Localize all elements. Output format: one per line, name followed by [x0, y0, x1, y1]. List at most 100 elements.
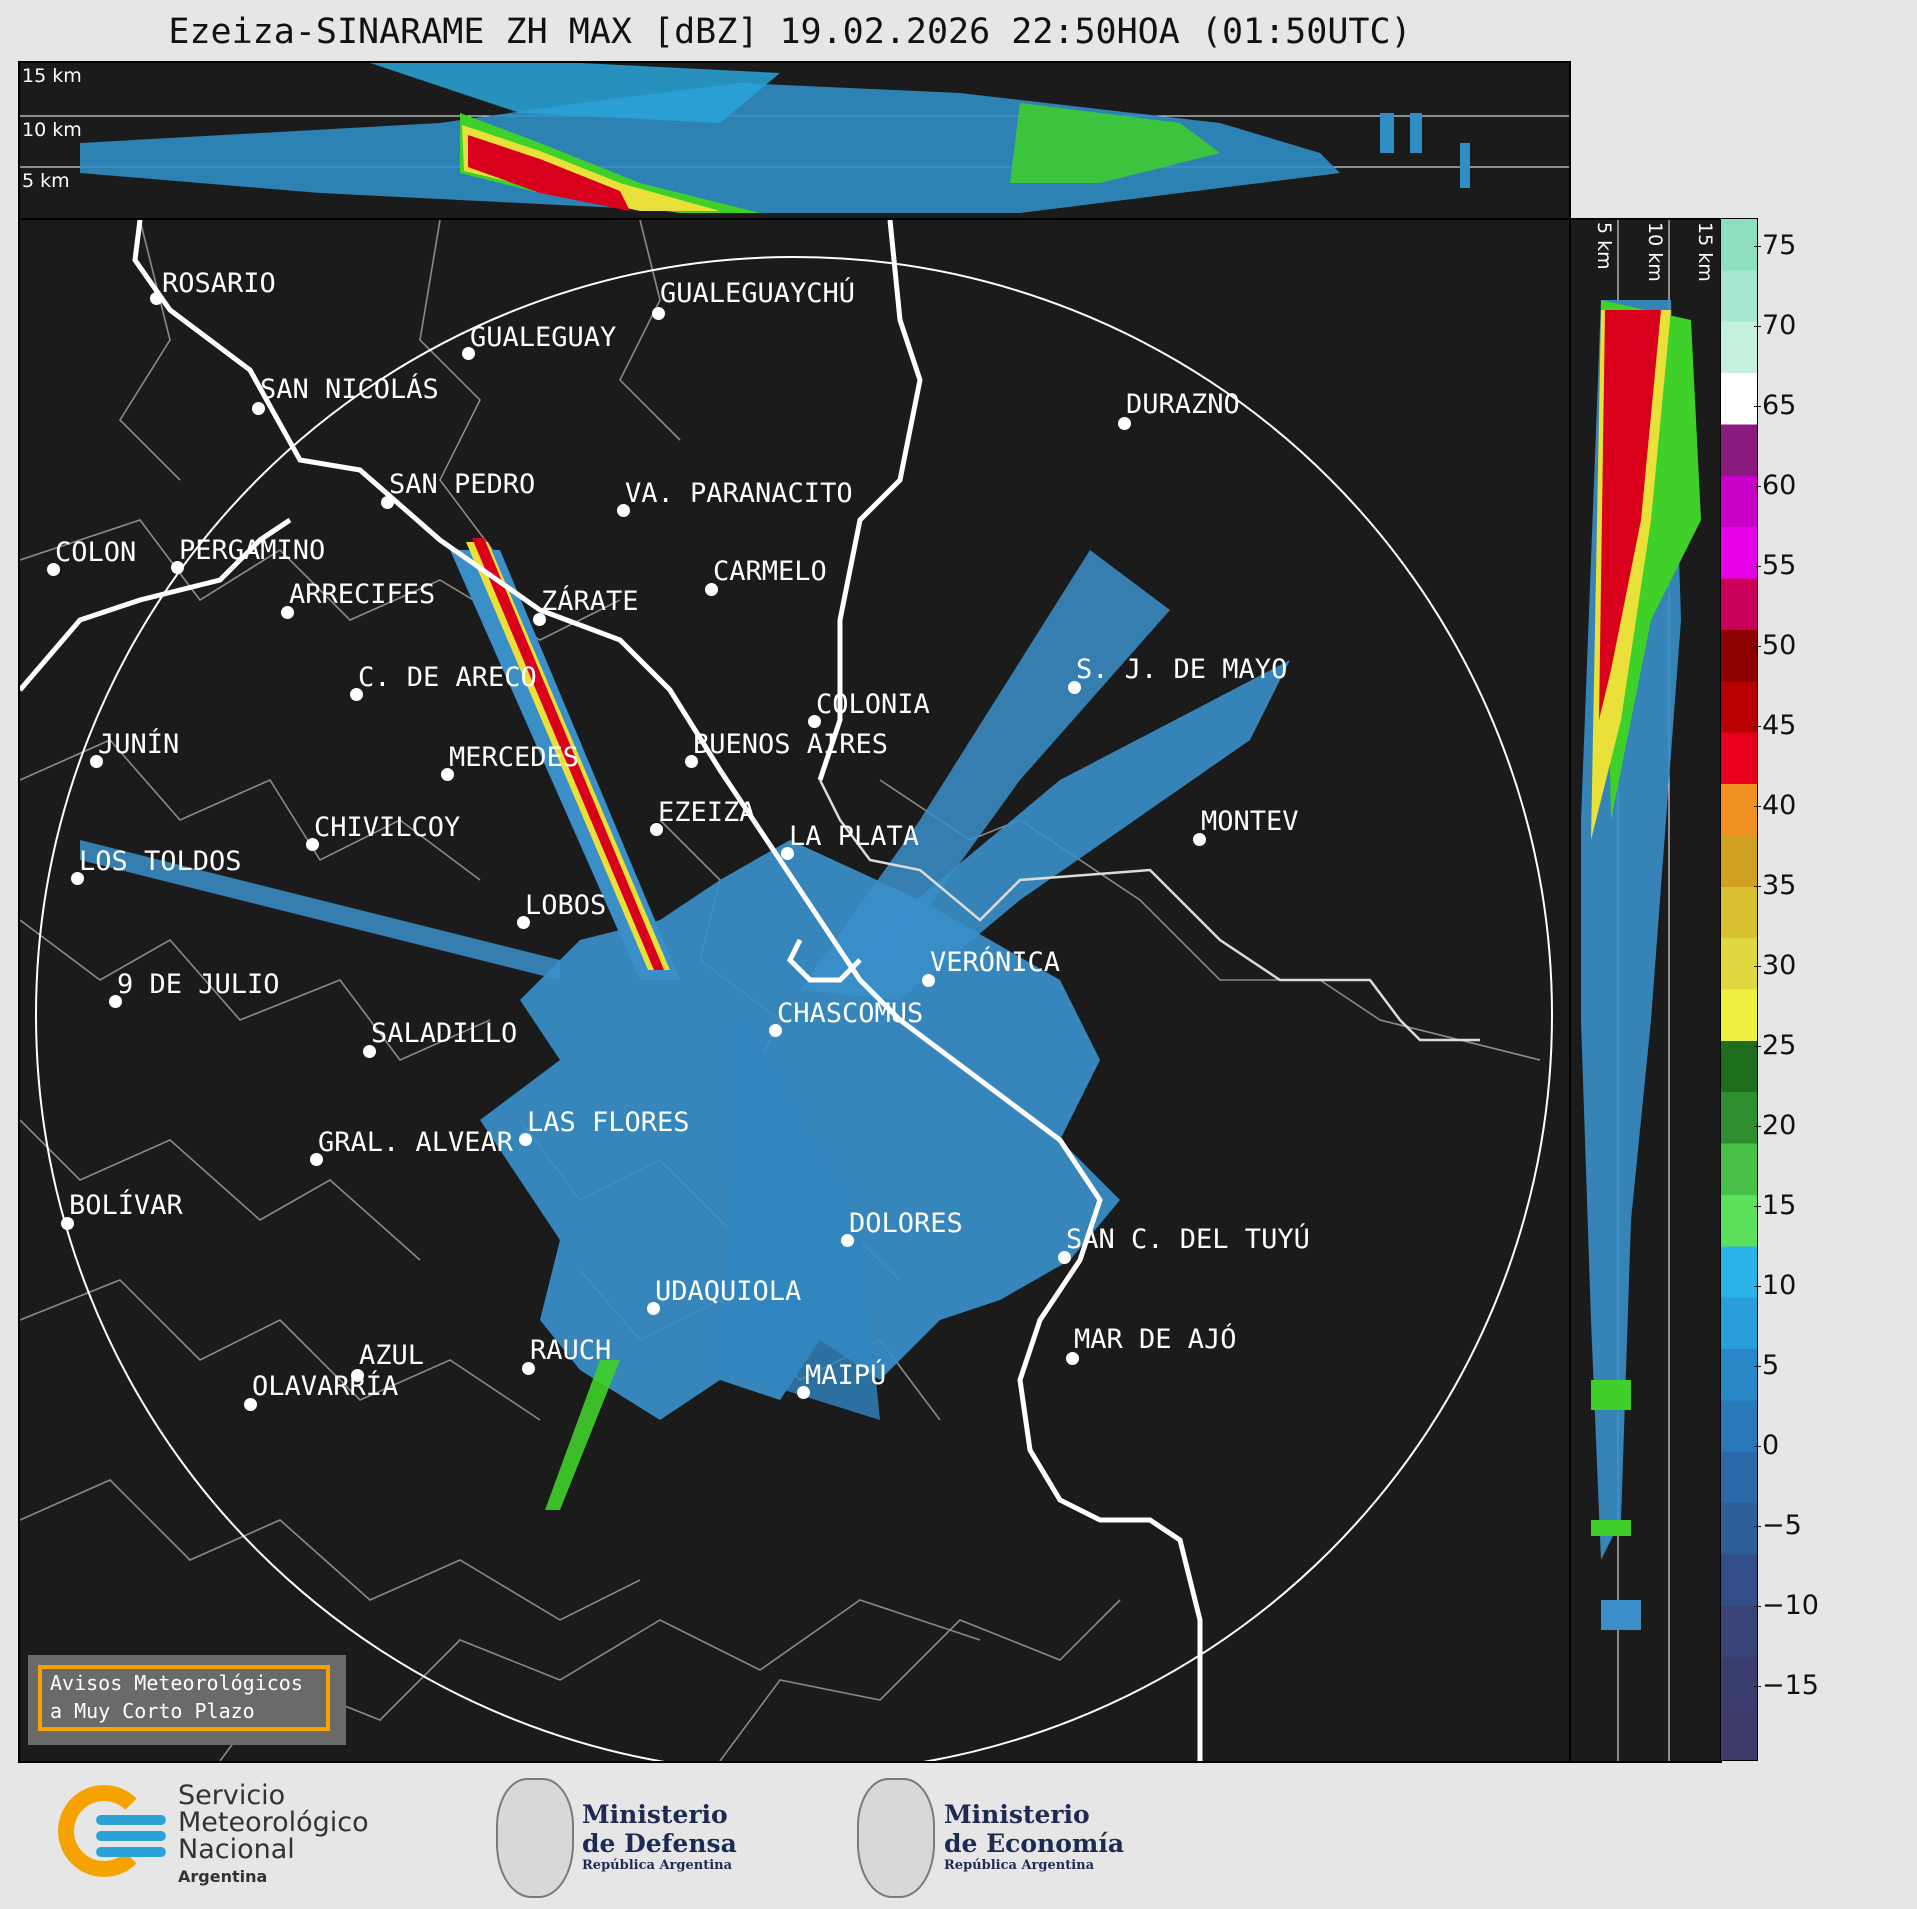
city-label: LA PLATA: [789, 821, 920, 852]
economia-name: Ministerio de Economía República Argenti…: [944, 1800, 1125, 1873]
city-marker: [522, 1362, 535, 1375]
colorbar-tick-label: 25: [1753, 1030, 1797, 1061]
city-label: MERCEDES: [449, 742, 580, 773]
dbz-colorbar: [1720, 218, 1758, 1761]
colorbar-tick-label: −10: [1754, 1590, 1819, 1621]
avisos-line-1: Avisos Meteorológicos: [50, 1671, 303, 1695]
city-label: DOLORES: [849, 1208, 963, 1239]
colorbar-tick-label: 35: [1753, 870, 1797, 901]
city-marker: [1068, 681, 1081, 694]
chart-title: Ezeiza-SINARAME ZH MAX [dBZ] 19.02.2026 …: [168, 12, 1412, 52]
city-label: EZEIZA: [658, 797, 756, 828]
city-label: LAS FLORES: [527, 1107, 690, 1138]
avisos-line-2: a Muy Corto Plazo: [50, 1699, 255, 1723]
economia-coat-of-arms-icon: [857, 1778, 935, 1898]
city-label: PERGAMINO: [179, 535, 326, 566]
city-marker: [1118, 417, 1131, 430]
city-label: MONTEV: [1201, 806, 1299, 837]
uruguay-coast: [818, 779, 1480, 1042]
city-label: GUALEGUAY: [470, 322, 617, 353]
colorbar-tick-label: 50: [1753, 630, 1797, 661]
city-marker: [310, 1153, 323, 1166]
city-label: BUENOS AIRES: [693, 729, 889, 760]
city-marker: [281, 606, 294, 619]
city-marker: [705, 583, 718, 596]
radar-echoes: [80, 538, 1290, 1510]
side-height-label-10: 10 km: [1644, 222, 1666, 282]
city-marker: [109, 995, 122, 1008]
city-marker: [1193, 833, 1206, 846]
city-label: MAR DE AJÓ: [1074, 1324, 1237, 1355]
range-ring: [35, 256, 1553, 1761]
side-height-label-15: 15 km: [1694, 222, 1716, 282]
colorbar-tick-label: 55: [1753, 550, 1797, 581]
coastline: [20, 220, 1203, 1761]
colorbar-tick-label: 40: [1753, 790, 1797, 821]
city-marker: [47, 563, 60, 576]
city-marker: [306, 838, 319, 851]
city-marker: [1066, 1352, 1079, 1365]
city-marker: [617, 504, 630, 517]
side-cross-section-panel: 5 km 10 km 15 km: [1569, 218, 1722, 1763]
city-marker: [71, 872, 84, 885]
city-label: CARMELO: [713, 556, 827, 587]
city-label: GUALEGUAYCHÚ: [660, 278, 856, 309]
colorbar-tick-label: 0: [1753, 1430, 1780, 1461]
avisos-box[interactable]: Avisos Meteorológicos a Muy Corto Plazo: [28, 1655, 346, 1745]
city-label: VA. PARANACITO: [625, 478, 853, 509]
city-marker: [519, 1133, 532, 1146]
city-marker: [647, 1302, 660, 1315]
city-label: SAN PEDRO: [389, 469, 536, 500]
smn-logo: [58, 1785, 168, 1880]
colorbar-tick-label: 45: [1753, 710, 1797, 741]
city-marker: [841, 1234, 854, 1247]
city-label: MAIPÚ: [805, 1360, 887, 1391]
top-height-label-5: 5 km: [22, 170, 70, 192]
side-cross-section-echoes: [1581, 220, 1701, 1761]
colorbar-tick-label: 20: [1753, 1110, 1797, 1141]
colorbar-tick-label: 75: [1753, 230, 1797, 261]
defensa-coat-of-arms-icon: [496, 1778, 574, 1898]
radar-map-graphics: [20, 220, 1553, 1761]
city-label: LOS TOLDOS: [79, 846, 242, 877]
colorbar-tick-label: −15: [1754, 1670, 1819, 1701]
city-label: VERÓNICA: [930, 947, 1061, 978]
city-marker: [797, 1386, 810, 1399]
city-label: BOLÍVAR: [69, 1190, 183, 1221]
city-label: JUNÍN: [98, 729, 180, 760]
colorbar-tick-label: 70: [1753, 310, 1797, 341]
colorbar-tick-label: 60: [1753, 470, 1797, 501]
city-marker: [462, 347, 475, 360]
city-marker: [685, 755, 698, 768]
city-label: ZÁRATE: [541, 586, 639, 617]
smn-name: Servicio Meteorológico Nacional Argentin…: [178, 1780, 369, 1886]
city-marker: [363, 1045, 376, 1058]
city-marker: [769, 1024, 782, 1037]
city-marker: [517, 916, 530, 929]
city-label: ARRECIFES: [289, 579, 436, 610]
colorbar-tick-label: 15: [1753, 1190, 1797, 1221]
colorbar-tick-label: 5: [1753, 1350, 1780, 1381]
city-label: SAN C. DEL TUYÚ: [1066, 1224, 1310, 1255]
city-marker: [922, 974, 935, 987]
city-marker: [90, 755, 103, 768]
city-marker: [533, 613, 546, 626]
city-label: DURAZNO: [1126, 389, 1240, 420]
city-marker: [150, 292, 163, 305]
colorbar-tick-label: −5: [1754, 1510, 1802, 1541]
city-label: SALADILLO: [371, 1018, 518, 1049]
city-marker: [652, 307, 665, 320]
city-label: CHIVILCOY: [314, 812, 461, 843]
city-label: SAN NICOLÁS: [260, 374, 439, 405]
city-label: S. J. DE MAYO: [1076, 654, 1288, 685]
radar-map-panel: ROSARIO GUALEGUAYCHÚ GUALEGUAY SAN NICOLÁS D…: [18, 218, 1571, 1763]
city-label: AZUL: [359, 1340, 425, 1371]
city-label: ROSARIO: [162, 268, 276, 299]
top-cross-section-panel: 15 km 10 km 5 km: [18, 61, 1571, 220]
city-label: GRAL. ALVEAR: [318, 1127, 514, 1158]
top-height-label-15: 15 km: [22, 65, 82, 87]
city-label: 9 DE JULIO: [117, 969, 280, 1000]
city-marker: [61, 1217, 74, 1230]
defensa-name: Ministerio de Defensa República Argentin…: [582, 1800, 737, 1873]
city-marker: [650, 823, 663, 836]
